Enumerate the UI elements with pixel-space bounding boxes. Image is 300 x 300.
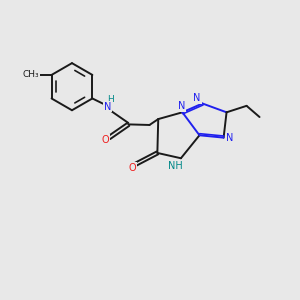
Text: N: N — [194, 93, 201, 103]
Text: NH: NH — [168, 160, 183, 171]
Text: H: H — [107, 95, 114, 104]
Text: O: O — [128, 163, 136, 173]
Text: N: N — [104, 102, 111, 112]
Text: N: N — [178, 101, 185, 111]
Text: N: N — [226, 133, 234, 142]
Text: O: O — [102, 135, 110, 145]
Text: CH₃: CH₃ — [22, 70, 39, 80]
